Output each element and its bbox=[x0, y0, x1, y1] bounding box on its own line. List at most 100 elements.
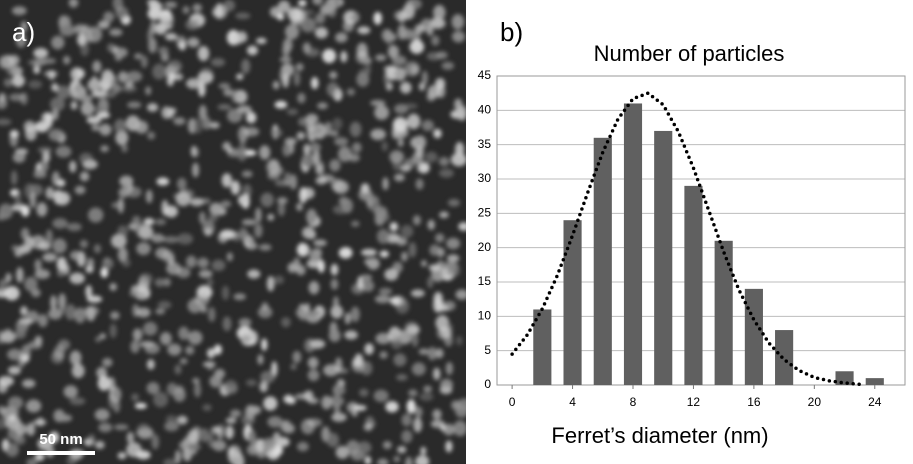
particle bbox=[36, 202, 48, 217]
particle bbox=[69, 160, 77, 173]
particle bbox=[0, 213, 7, 221]
particle bbox=[284, 137, 297, 145]
particle bbox=[406, 324, 420, 335]
particle bbox=[307, 369, 320, 382]
bar bbox=[865, 378, 884, 385]
particle bbox=[132, 328, 143, 341]
particle bbox=[5, 442, 19, 457]
particle bbox=[272, 80, 280, 90]
bar bbox=[533, 309, 552, 385]
particle bbox=[182, 6, 190, 14]
particle bbox=[309, 339, 326, 349]
particle bbox=[257, 354, 264, 365]
particle bbox=[423, 385, 433, 393]
particle bbox=[362, 279, 375, 292]
particle bbox=[148, 1, 163, 12]
particle bbox=[259, 381, 268, 393]
particle bbox=[0, 405, 6, 415]
particle bbox=[330, 263, 339, 276]
particle bbox=[349, 121, 362, 138]
particle bbox=[335, 32, 348, 43]
particle bbox=[9, 414, 16, 423]
particle bbox=[79, 171, 90, 182]
particle bbox=[329, 71, 338, 80]
particle bbox=[445, 361, 454, 376]
particle bbox=[0, 283, 6, 294]
particle bbox=[231, 89, 240, 104]
particle bbox=[307, 397, 319, 404]
particle bbox=[213, 344, 222, 355]
particle bbox=[330, 130, 339, 137]
particle bbox=[441, 61, 455, 70]
particle bbox=[51, 83, 59, 92]
particle bbox=[20, 92, 28, 106]
particle bbox=[49, 431, 60, 444]
particle bbox=[110, 233, 127, 249]
particle bbox=[313, 239, 327, 247]
particle bbox=[208, 213, 218, 223]
particle bbox=[164, 421, 179, 432]
particle bbox=[109, 323, 117, 339]
particle bbox=[379, 250, 389, 258]
particle bbox=[415, 455, 430, 464]
particle bbox=[191, 162, 200, 178]
particle bbox=[435, 348, 444, 359]
particle bbox=[209, 375, 222, 388]
particle bbox=[197, 257, 209, 269]
particle bbox=[305, 309, 321, 317]
particle bbox=[115, 130, 129, 146]
particle bbox=[408, 241, 417, 258]
particle bbox=[206, 361, 214, 371]
particle bbox=[438, 168, 454, 178]
particle bbox=[125, 115, 141, 132]
particle bbox=[280, 317, 291, 328]
particle bbox=[342, 20, 354, 32]
particle bbox=[350, 306, 360, 322]
bar bbox=[623, 103, 643, 385]
particle bbox=[87, 78, 101, 92]
particle bbox=[22, 379, 36, 388]
particle bbox=[173, 73, 184, 81]
particle bbox=[446, 254, 460, 263]
particle bbox=[186, 443, 202, 451]
particle bbox=[163, 236, 179, 244]
particle bbox=[276, 437, 290, 447]
particle bbox=[129, 290, 140, 297]
particle bbox=[37, 417, 44, 427]
particle bbox=[413, 417, 423, 433]
particle bbox=[261, 302, 269, 311]
particle bbox=[418, 348, 429, 355]
particle bbox=[333, 180, 349, 194]
y-tick-label: 25 bbox=[478, 206, 492, 220]
particle bbox=[364, 343, 374, 355]
particle bbox=[25, 399, 42, 413]
particle bbox=[366, 196, 380, 212]
particle bbox=[313, 150, 321, 165]
particle bbox=[0, 118, 12, 126]
particle bbox=[452, 30, 466, 43]
particle bbox=[222, 141, 232, 151]
particle bbox=[5, 272, 12, 283]
particle bbox=[4, 415, 21, 430]
particle bbox=[309, 248, 322, 264]
particle bbox=[103, 11, 115, 23]
particle bbox=[286, 108, 299, 116]
particle bbox=[155, 247, 170, 259]
particle bbox=[93, 243, 102, 254]
particle bbox=[208, 307, 216, 322]
particle bbox=[185, 78, 201, 89]
particle bbox=[91, 90, 107, 98]
particle bbox=[139, 273, 153, 284]
particle bbox=[95, 336, 102, 343]
particle bbox=[248, 429, 257, 446]
particle bbox=[267, 416, 283, 428]
particle bbox=[167, 60, 183, 73]
particle bbox=[445, 440, 453, 453]
particle bbox=[443, 423, 455, 436]
x-tick-label: 20 bbox=[808, 395, 822, 409]
particle bbox=[99, 333, 107, 340]
particle bbox=[164, 32, 178, 41]
particle bbox=[277, 197, 288, 205]
particle bbox=[219, 229, 236, 240]
particle bbox=[281, 420, 291, 433]
